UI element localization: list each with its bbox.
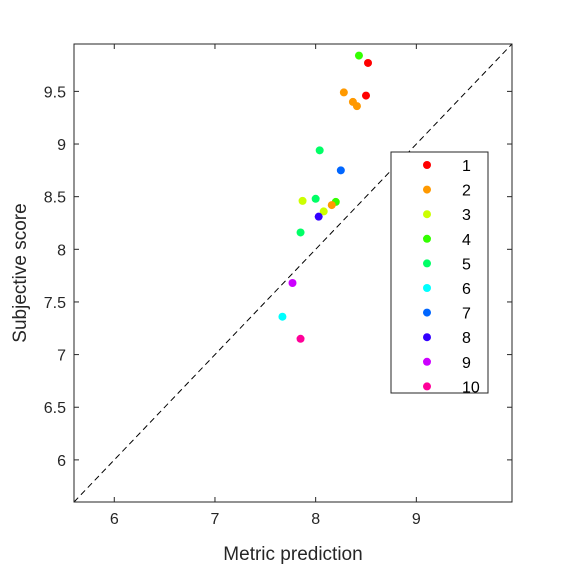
legend-label: 9 bbox=[462, 355, 471, 372]
data-point-series-1 bbox=[362, 91, 370, 100]
legend-label: 7 bbox=[462, 306, 471, 323]
y-tick-label: 9.5 bbox=[44, 84, 66, 101]
x-tick-label: 6 bbox=[110, 511, 119, 528]
y-tick-label: 7.5 bbox=[44, 295, 66, 312]
legend-marker bbox=[423, 308, 431, 317]
x-axis-label: Metric prediction bbox=[223, 544, 362, 565]
data-point-series-8 bbox=[314, 212, 323, 221]
data-point bbox=[327, 201, 336, 210]
x-tick-label: 7 bbox=[211, 511, 220, 528]
reference-line bbox=[73, 43, 513, 503]
plot-frame bbox=[73, 43, 513, 503]
legend-label: 8 bbox=[462, 330, 471, 347]
data-point-series-5 bbox=[315, 146, 324, 155]
legend-label: 3 bbox=[462, 207, 471, 224]
y-tick-label: 6.5 bbox=[44, 400, 66, 417]
legend-marker bbox=[423, 333, 431, 342]
data-point-series-3 bbox=[319, 207, 328, 216]
legend-marker bbox=[423, 259, 431, 268]
data-point-series-7 bbox=[336, 166, 345, 175]
y-tick-label: 7 bbox=[57, 348, 66, 365]
reference-line-layer bbox=[73, 43, 513, 503]
data-point-series-3 bbox=[298, 196, 307, 205]
legend-box bbox=[390, 151, 489, 394]
legend-marker bbox=[423, 161, 431, 169]
data-point-series-4 bbox=[354, 51, 363, 60]
y-tick-label: 9 bbox=[57, 137, 66, 154]
legend-label: 10 bbox=[462, 379, 480, 396]
x-tick-label: 8 bbox=[311, 511, 320, 528]
ticks-layer: 6 7 8 9 6 6.5 7 7.5 8 8.5 9 9.5 bbox=[44, 44, 512, 528]
data-points-layer bbox=[278, 51, 373, 343]
legend-marker bbox=[423, 382, 431, 391]
data-point-series-5 bbox=[311, 194, 320, 203]
legend-label: 5 bbox=[462, 256, 471, 273]
legend: 1 2 3 4 5 6 7 8 9 10 bbox=[390, 151, 489, 396]
legend-label: 4 bbox=[462, 232, 471, 249]
data-point-series-5 bbox=[296, 228, 305, 237]
data-point-series-6 bbox=[278, 312, 287, 321]
legend-marker bbox=[423, 234, 431, 243]
legend-marker bbox=[423, 284, 431, 292]
legend-marker bbox=[423, 210, 431, 219]
data-point-series-2 bbox=[352, 102, 361, 111]
x-tick-label: 9 bbox=[412, 511, 421, 528]
y-tick-label: 8.5 bbox=[44, 190, 66, 207]
y-tick-label: 8 bbox=[57, 242, 66, 259]
data-point-series-2 bbox=[339, 88, 348, 97]
y-axis-label: Subjective score bbox=[10, 203, 31, 342]
data-point-series-1 bbox=[364, 58, 373, 67]
legend-label: 2 bbox=[462, 183, 471, 200]
legend-label: 1 bbox=[462, 158, 471, 175]
data-point-series-9 bbox=[288, 279, 297, 288]
y-tick-label: 6 bbox=[57, 453, 66, 470]
legend-marker bbox=[423, 357, 431, 366]
data-point-series-10 bbox=[296, 334, 305, 343]
legend-marker bbox=[423, 185, 431, 194]
legend-label: 6 bbox=[462, 281, 471, 298]
